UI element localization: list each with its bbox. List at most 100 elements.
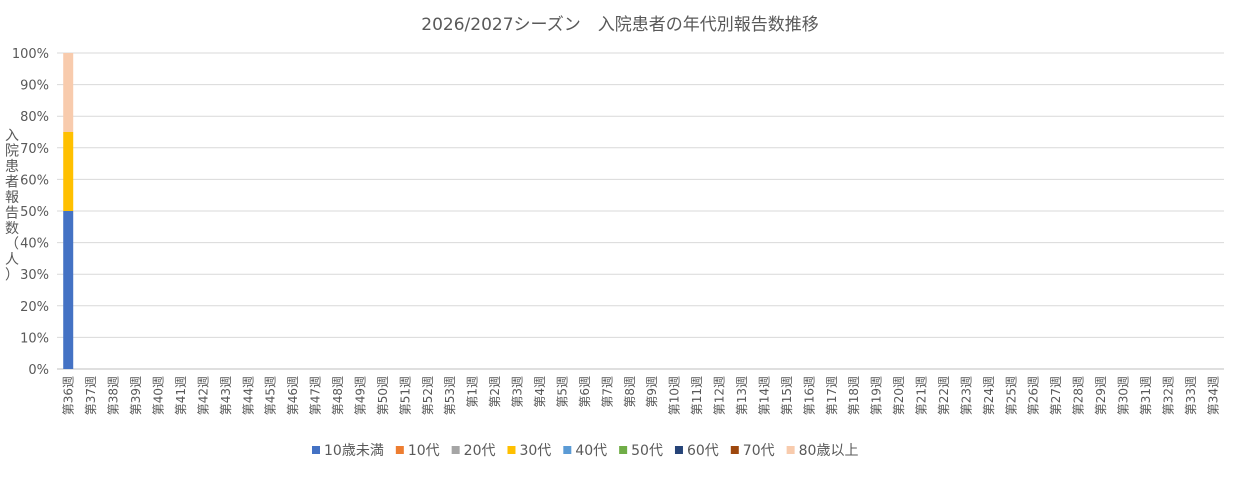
bar-segment [63, 132, 74, 211]
legend-swatch [786, 446, 795, 454]
chart-title: 2026/2027シーズン 入院患者の年代別報告数推移 [421, 15, 818, 35]
legend-item: 10代 [395, 443, 440, 459]
legend-label: 60代 [687, 443, 719, 459]
y-axis-title: 入院患者報告数（人） [5, 128, 19, 284]
x-tick-label: 第31週 [1139, 376, 1153, 415]
x-tick-label: 第8週 [623, 376, 637, 408]
legend-label: 50代 [631, 443, 663, 459]
x-tick-label: 第10週 [668, 376, 682, 415]
legend-swatch [619, 446, 628, 454]
legend: 10歳未満 10代 20代 30代 40代 50代 60代 70代 80歳以上 [312, 443, 858, 459]
bar-segment [63, 53, 74, 132]
legend-item: 60代 [674, 443, 719, 459]
x-tick-label: 第4週 [533, 376, 547, 408]
y-tick-label: 40% [20, 237, 49, 252]
x-tick-label: 第1週 [466, 376, 480, 408]
x-tick-label: 第34週 [1206, 376, 1220, 415]
legend-item: 50代 [619, 443, 663, 459]
legend-label: 30代 [519, 443, 551, 459]
x-tick-label: 第43週 [219, 376, 233, 415]
x-tick-label: 第9週 [645, 376, 659, 408]
legend-label: 10代 [408, 443, 440, 459]
x-tick-label: 第2週 [488, 376, 502, 408]
x-tick-label: 第7週 [600, 376, 614, 408]
x-tick-label: 第39週 [129, 376, 143, 415]
x-tick-label: 第32週 [1161, 376, 1175, 415]
legend-swatch [674, 446, 683, 454]
legend-label: 80歳以上 [799, 443, 859, 459]
y-tick-label: 100% [12, 47, 49, 62]
legend-swatch [730, 446, 739, 454]
x-tick-label: 第12週 [713, 376, 727, 415]
legend-swatch [312, 446, 320, 454]
x-tick-label: 第49週 [353, 376, 367, 415]
legend-label: 20代 [464, 443, 496, 459]
x-tick-label: 第23週 [959, 376, 973, 415]
gridlines [57, 52, 1224, 370]
x-tick-label: 第42週 [196, 376, 210, 415]
legend-item: 20代 [451, 443, 496, 459]
x-tick-label: 第33週 [1184, 376, 1198, 415]
x-tick-label: 第40週 [151, 376, 165, 415]
x-tick-label: 第48週 [331, 376, 345, 415]
x-tick-label: 第18週 [847, 376, 861, 415]
y-tick-label: 30% [20, 268, 49, 283]
x-tick-label: 第50週 [376, 376, 390, 415]
legend-label: 40代 [575, 443, 607, 459]
bar-segment [63, 211, 74, 369]
legend-swatch [507, 446, 516, 454]
x-tick-label: 第45週 [264, 376, 278, 415]
x-axis-ticks: 第36週 第37週 第38週 第39週 第40週 第41週 第42週 第43週 第44週 第45週… [62, 376, 1221, 415]
legend-item: 40代 [563, 443, 607, 459]
y-axis-label: 入院患者報告数（人） [5, 128, 19, 284]
x-tick-label: 第11週 [690, 376, 704, 415]
y-tick-label: 50% [20, 205, 49, 220]
x-tick-label: 第15週 [780, 376, 794, 415]
legend-label: 10歳未満 [324, 443, 384, 459]
x-tick-label: 第27週 [1049, 376, 1063, 415]
x-tick-label: 第44週 [241, 376, 255, 415]
x-tick-label: 第17週 [825, 376, 839, 415]
x-tick-label: 第41週 [174, 376, 188, 415]
legend-swatch [563, 446, 572, 454]
y-tick-label: 20% [20, 300, 49, 315]
x-tick-label: 第36週 [62, 376, 76, 415]
x-tick-label: 第16週 [802, 376, 816, 415]
y-tick-label: 10% [20, 331, 49, 346]
legend-swatch [451, 446, 460, 454]
x-tick-label: 第6週 [578, 376, 592, 408]
x-tick-label: 第25週 [1004, 376, 1018, 415]
x-tick-label: 第28週 [1072, 376, 1086, 415]
legend-item: 80歳以上 [786, 443, 859, 459]
x-tick-label: 第53週 [443, 376, 457, 415]
x-tick-label: 第30週 [1117, 376, 1131, 415]
x-tick-label: 第52週 [421, 376, 435, 415]
x-tick-label: 第47週 [309, 376, 323, 415]
y-tick-label: 90% [20, 79, 49, 94]
legend-item: 30代 [507, 443, 551, 459]
y-axis-ticks: 0% 10% 20% 30% 40% 50% 60% 70% 80% 90% 100% [12, 47, 49, 378]
x-tick-label: 第24週 [982, 376, 996, 415]
x-tick-label: 第19週 [870, 376, 884, 415]
x-tick-label: 第22週 [937, 376, 951, 415]
y-tick-label: 0% [28, 363, 49, 378]
y-tick-label: 70% [20, 142, 49, 157]
x-tick-label: 第13週 [735, 376, 749, 415]
x-tick-label: 第21週 [915, 376, 929, 415]
x-tick-label: 第14週 [757, 376, 771, 415]
x-tick-label: 第38週 [107, 376, 121, 415]
x-tick-label: 第5週 [555, 376, 569, 408]
x-tick-label: 第26週 [1027, 376, 1041, 415]
legend-item: 10歳未満 [312, 443, 384, 459]
x-tick-label: 第29週 [1094, 376, 1108, 415]
y-tick-label: 60% [20, 173, 49, 188]
bars [63, 53, 74, 369]
x-tick-label: 第37週 [84, 376, 98, 415]
x-tick-label: 第20週 [892, 376, 906, 415]
x-tick-label: 第51週 [398, 376, 412, 415]
legend-item: 70代 [730, 443, 775, 459]
x-tick-label: 第3週 [511, 376, 525, 408]
legend-swatch [395, 446, 404, 454]
